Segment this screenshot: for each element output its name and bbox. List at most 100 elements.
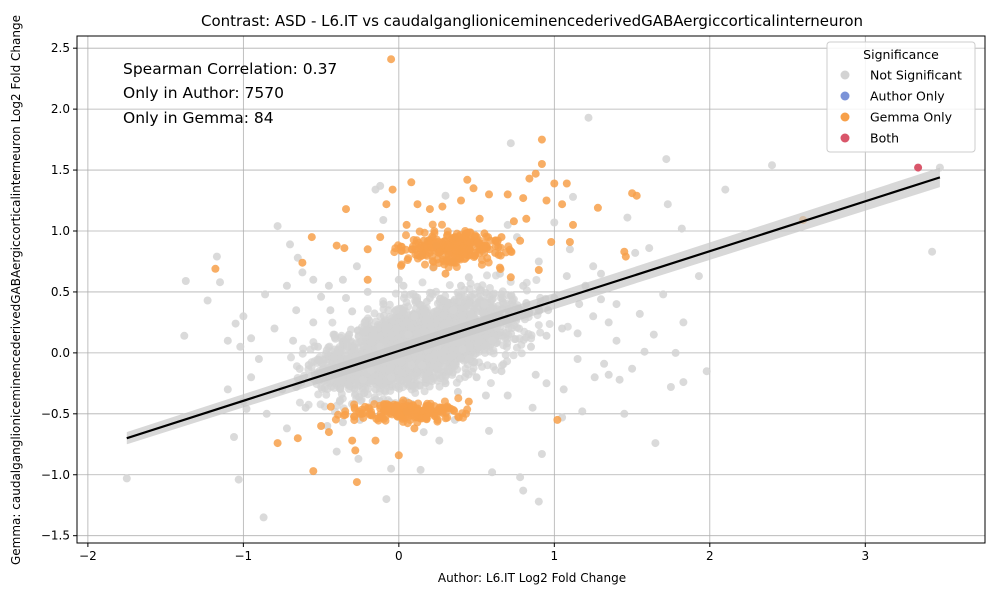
point-not-significant bbox=[457, 281, 465, 290]
y-tick-label: 2.0 bbox=[51, 102, 70, 116]
point-gemma-only bbox=[516, 236, 525, 245]
point-not-significant bbox=[239, 312, 248, 321]
point-gemma-only bbox=[475, 214, 484, 223]
point-not-significant bbox=[363, 287, 372, 296]
point-not-significant bbox=[287, 353, 295, 362]
point-not-significant bbox=[506, 139, 515, 148]
point-not-significant bbox=[455, 293, 464, 302]
point-not-significant bbox=[411, 389, 420, 397]
point-not-significant bbox=[520, 327, 529, 336]
point-gemma-only bbox=[394, 451, 403, 460]
point-gemma-only bbox=[421, 260, 429, 269]
legend-label: Gemma Only bbox=[870, 110, 953, 125]
point-gemma-only bbox=[460, 244, 469, 253]
point-gemma-only bbox=[342, 205, 350, 214]
y-tick-label: 2.5 bbox=[51, 41, 70, 55]
point-not-significant bbox=[298, 268, 307, 277]
point-not-significant bbox=[348, 307, 357, 316]
point-not-significant bbox=[336, 384, 345, 393]
point-not-significant bbox=[231, 319, 240, 328]
point-not-significant bbox=[413, 371, 422, 380]
point-not-significant bbox=[509, 351, 518, 360]
point-not-significant bbox=[335, 397, 344, 406]
point-not-significant bbox=[236, 342, 245, 351]
point-gemma-only bbox=[350, 412, 358, 421]
point-not-significant bbox=[558, 324, 567, 333]
regression-line-group bbox=[126, 167, 941, 445]
point-not-significant bbox=[282, 281, 291, 290]
point-gemma-only bbox=[361, 402, 369, 411]
legend-box bbox=[826, 41, 976, 153]
point-not-significant bbox=[247, 334, 256, 343]
annotation-gemma-only: Only in Gemma: 84 bbox=[123, 109, 274, 127]
point-not-significant bbox=[357, 395, 366, 404]
point-gemma-only bbox=[399, 417, 408, 426]
point-not-significant bbox=[679, 378, 688, 387]
point-not-significant bbox=[352, 339, 361, 348]
point-not-significant bbox=[376, 181, 385, 190]
point-not-significant bbox=[318, 385, 327, 393]
point-not-significant bbox=[640, 347, 649, 356]
point-not-significant bbox=[122, 474, 131, 483]
point-not-significant bbox=[295, 398, 304, 407]
point-not-significant bbox=[391, 289, 400, 298]
point-not-significant bbox=[439, 356, 448, 365]
legend-label: Author Only bbox=[870, 89, 945, 104]
point-both bbox=[914, 163, 923, 172]
point-not-significant bbox=[387, 373, 396, 382]
point-not-significant bbox=[261, 290, 270, 299]
point-gemma-only bbox=[477, 260, 486, 269]
point-not-significant bbox=[299, 344, 308, 353]
point-gemma-only bbox=[298, 258, 307, 267]
y-tick-label: −0.5 bbox=[41, 407, 70, 421]
point-not-significant bbox=[631, 248, 640, 257]
point-not-significant bbox=[322, 390, 331, 399]
point-not-significant bbox=[456, 354, 465, 363]
point-gemma-only bbox=[485, 190, 493, 199]
point-gemma-only bbox=[425, 205, 434, 214]
point-gemma-only bbox=[395, 410, 404, 419]
point-gemma-only bbox=[371, 436, 380, 445]
point-not-significant bbox=[416, 465, 425, 474]
point-not-significant bbox=[659, 290, 668, 299]
point-gemma-only bbox=[463, 175, 472, 184]
point-not-significant bbox=[534, 497, 543, 506]
point-not-significant bbox=[486, 379, 495, 388]
point-not-significant bbox=[559, 385, 568, 394]
point-gemma-only bbox=[352, 478, 361, 487]
point-not-significant bbox=[589, 262, 598, 271]
point-not-significant bbox=[464, 301, 473, 309]
point-not-significant bbox=[313, 355, 322, 364]
point-gemma-only bbox=[376, 401, 384, 410]
legend-label: Both bbox=[870, 131, 899, 146]
point-not-significant bbox=[542, 331, 551, 340]
point-not-significant bbox=[379, 300, 388, 309]
point-not-significant bbox=[508, 298, 517, 307]
point-not-significant bbox=[259, 513, 268, 522]
point-not-significant bbox=[527, 342, 535, 351]
point-not-significant bbox=[550, 218, 559, 227]
point-not-significant bbox=[371, 385, 380, 394]
point-not-significant bbox=[398, 383, 407, 392]
point-not-significant bbox=[424, 310, 433, 319]
point-gemma-only bbox=[340, 244, 349, 253]
point-not-significant bbox=[328, 318, 337, 327]
point-not-significant bbox=[534, 321, 543, 330]
point-gemma-only bbox=[461, 253, 470, 262]
point-gemma-only bbox=[443, 231, 452, 239]
point-gemma-only bbox=[550, 179, 559, 188]
point-not-significant bbox=[439, 311, 448, 320]
point-not-significant bbox=[381, 325, 390, 334]
point-not-significant bbox=[450, 362, 459, 371]
point-not-significant bbox=[254, 355, 263, 363]
point-gemma-only bbox=[534, 266, 543, 274]
point-not-significant bbox=[373, 363, 382, 372]
point-not-significant bbox=[448, 351, 457, 360]
point-not-significant bbox=[369, 326, 378, 335]
legend-marker bbox=[840, 112, 850, 122]
point-gemma-only bbox=[454, 394, 463, 403]
point-not-significant bbox=[445, 367, 454, 376]
point-gemma-only bbox=[503, 190, 512, 199]
point-not-significant bbox=[635, 309, 644, 318]
